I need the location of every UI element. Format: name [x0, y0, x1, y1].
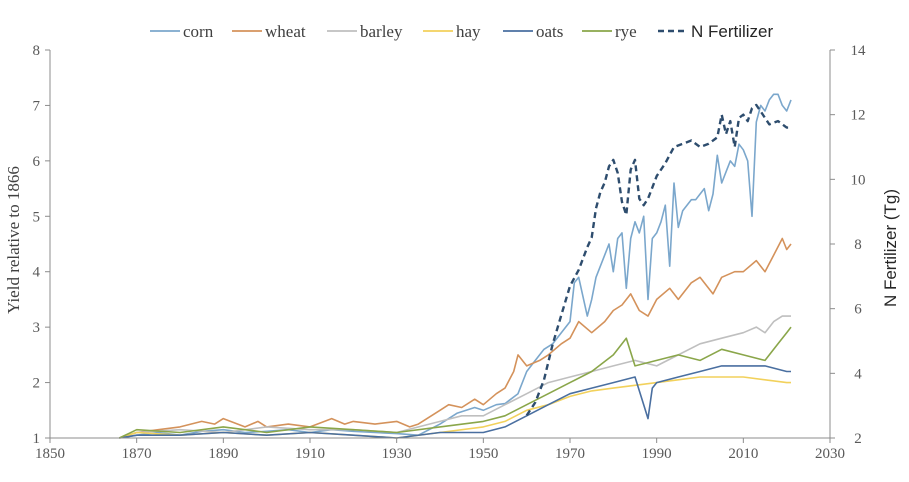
y-tick-label: 8: [33, 43, 41, 59]
x-tick-label: 1910: [295, 446, 325, 462]
y-tick-label: 3: [33, 320, 41, 336]
legend-item-oats: oats: [503, 22, 563, 41]
y-tick-label: 1: [33, 431, 41, 447]
legend-label: N Fertilizer: [691, 22, 774, 41]
y2-tick-label: 6: [854, 302, 862, 318]
y2-tick-label: 4: [854, 366, 862, 382]
x-tick-label: 1930: [382, 446, 412, 462]
y-tick-label: 6: [33, 154, 41, 170]
legend-label: rye: [615, 22, 637, 41]
y-tick-label: 4: [33, 265, 41, 281]
legend-item-corn: corn: [150, 22, 214, 41]
x-tick-label: 1850: [35, 446, 65, 462]
legend-label: wheat: [265, 22, 306, 41]
y2-tick-label: 14: [851, 43, 867, 59]
series-line-n-fertilizer: [525, 103, 791, 417]
x-tick-label: 2010: [728, 446, 758, 462]
y2-tick-label: 2: [854, 431, 862, 447]
x-tick-label: 1970: [555, 446, 585, 462]
x-tick-label: 1990: [642, 446, 672, 462]
axes: 1850 1870 1890 1910 1930 1950 1970 1990 2010 2030…: [33, 43, 867, 462]
x-tick-label: 1870: [122, 446, 152, 462]
legend-label: hay: [456, 22, 481, 41]
series-line-hay: [119, 376, 791, 439]
series-layer: [118, 93, 792, 439]
x-tick-label: 1890: [208, 446, 238, 462]
legend-label: oats: [536, 22, 563, 41]
legend-label: corn: [183, 22, 214, 41]
series-line-barley: [119, 315, 791, 439]
legend-item-rye: rye: [582, 22, 637, 41]
legend-item-wheat: wheat: [232, 22, 306, 41]
y-tick-label: 2: [33, 376, 41, 392]
legend-item-barley: barley: [327, 22, 403, 41]
y-tick-label: 5: [33, 209, 41, 225]
x-tick-label: 1950: [468, 446, 498, 462]
series-line-corn: [119, 93, 792, 439]
y2-tick-label: 12: [851, 108, 866, 124]
series-line-rye: [118, 326, 792, 439]
y2-tick-label: 10: [851, 172, 866, 188]
y2-tick-label: 8: [854, 237, 862, 253]
series-line-oats: [119, 365, 791, 439]
x-tick-label: 2030: [815, 446, 845, 462]
legend-item-hay: hay: [423, 22, 481, 41]
y-tick-label: 7: [33, 98, 41, 114]
legend-item-n-fertilizer: N Fertilizer: [658, 22, 774, 41]
legend-label: barley: [360, 22, 403, 41]
y2-axis-title: N Fertilizer (Tg): [881, 189, 900, 307]
y-axis-title: Yield relative to 1866: [4, 166, 23, 314]
series-line-wheat: [119, 237, 792, 439]
legend: corn wheat barley hay oats rye N Fertilizer: [150, 22, 774, 41]
